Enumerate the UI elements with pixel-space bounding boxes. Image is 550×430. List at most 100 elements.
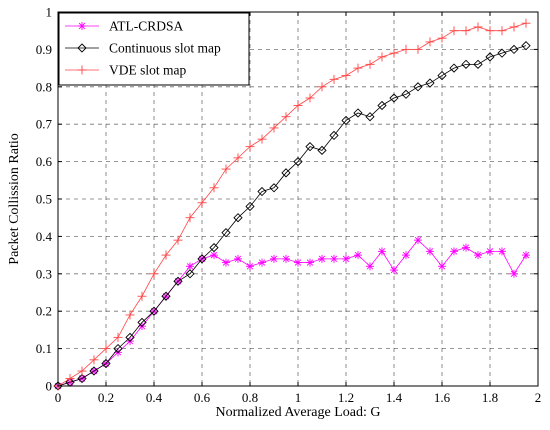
data-point — [137, 291, 147, 301]
data-point — [101, 358, 111, 369]
data-point — [186, 262, 194, 271]
data-point — [293, 156, 303, 167]
data-point — [113, 343, 123, 354]
data-point — [257, 134, 267, 144]
data-point — [234, 254, 242, 263]
data-point — [246, 262, 254, 271]
data-point — [450, 247, 458, 256]
x-tick-label: 1.6 — [434, 390, 451, 405]
y-tick-label: 0.4 — [36, 229, 53, 244]
data-point — [389, 48, 399, 58]
data-point — [125, 332, 135, 343]
data-point — [137, 317, 147, 328]
data-point — [377, 100, 387, 111]
legend-marker — [77, 43, 87, 53]
y-axis-title: Packet Collission Ratio — [7, 133, 22, 264]
legend-entry: Continuous slot map — [65, 41, 221, 56]
legend-marker — [77, 65, 87, 75]
data-point — [318, 254, 326, 263]
data-point — [449, 63, 459, 73]
data-point — [437, 33, 447, 43]
data-point — [89, 355, 99, 365]
data-point — [497, 26, 507, 36]
data-point — [389, 93, 399, 103]
data-point — [509, 44, 519, 55]
data-point — [281, 168, 291, 178]
data-point — [233, 213, 243, 223]
data-point — [462, 243, 470, 252]
data-point — [474, 251, 482, 260]
data-point — [521, 41, 531, 51]
y-tick-label: 0.8 — [36, 79, 52, 94]
x-tick-labels: 0 0.2 0.4 0.6 0.8 1 1.2 1.4 1.6 1.8 2 — [55, 390, 542, 405]
x-tick-label: 1.2 — [338, 390, 354, 405]
data-point — [378, 247, 386, 256]
data-point — [413, 44, 423, 54]
x-tick-label: 0.4 — [146, 390, 163, 405]
data-point — [282, 254, 290, 263]
y-tick-labels: 0 0.1 0.2 0.3 0.4 0.5 0.6 0.7 0.8 0.9 1 — [36, 5, 53, 394]
data-point — [425, 37, 435, 47]
data-point — [342, 254, 350, 263]
data-point — [353, 108, 363, 118]
data-point — [209, 183, 219, 193]
data-point — [185, 269, 195, 279]
data-point — [258, 258, 266, 267]
data-point — [330, 254, 338, 263]
data-point — [149, 306, 159, 316]
data-point — [449, 26, 459, 36]
data-point — [77, 366, 87, 376]
data-point — [293, 101, 303, 110]
legend-label: VDE slot map — [109, 63, 186, 78]
x-tick-label: 0 — [55, 390, 62, 405]
y-tick-label: 0.2 — [36, 304, 52, 319]
data-point — [173, 235, 183, 245]
data-point — [306, 258, 314, 267]
data-point — [221, 164, 231, 174]
data-point — [461, 59, 471, 69]
legend-box — [58, 12, 250, 86]
series-layer — [53, 18, 531, 391]
x-tick-label: 0.2 — [98, 390, 114, 405]
data-point — [245, 201, 255, 212]
data-point — [402, 251, 410, 260]
legend-entry: VDE slot map — [65, 63, 186, 78]
data-point — [149, 269, 159, 279]
legend: ATL-CRDSA Continuous slot map VDE slot map — [58, 12, 250, 86]
legend-entry: ATL-CRDSA — [65, 19, 184, 34]
y-tick-label: 0.1 — [36, 341, 52, 356]
data-point — [414, 236, 422, 245]
data-point — [390, 266, 398, 275]
y-tick-label: 0.7 — [36, 117, 53, 132]
data-point — [281, 112, 291, 122]
y-tick-label: 0.6 — [36, 154, 53, 169]
data-point — [437, 70, 447, 81]
legend-marker — [78, 22, 86, 30]
data-point — [353, 63, 363, 73]
data-point — [113, 332, 123, 342]
data-point — [498, 247, 506, 256]
y-tick-label: 0.5 — [36, 192, 52, 207]
data-point — [438, 262, 446, 271]
data-point — [294, 258, 302, 267]
series-0 — [54, 236, 530, 390]
data-point — [485, 26, 495, 36]
data-point — [521, 18, 531, 28]
data-point — [341, 71, 351, 81]
data-point — [257, 186, 267, 197]
x-axis-title: Normalized Average Load: G — [216, 405, 381, 420]
x-tick-label: 0.8 — [242, 390, 258, 405]
data-point — [510, 269, 518, 278]
axes — [57, 11, 539, 387]
data-point — [354, 251, 362, 260]
series-line — [57, 239, 527, 387]
data-point — [485, 52, 495, 62]
data-point — [317, 145, 327, 156]
data-point — [486, 247, 494, 256]
data-point — [366, 262, 374, 271]
data-point — [329, 130, 339, 141]
y-tick-label: 1 — [46, 5, 53, 20]
data-point — [209, 242, 219, 253]
data-point — [173, 276, 183, 286]
series-2 — [53, 18, 531, 391]
